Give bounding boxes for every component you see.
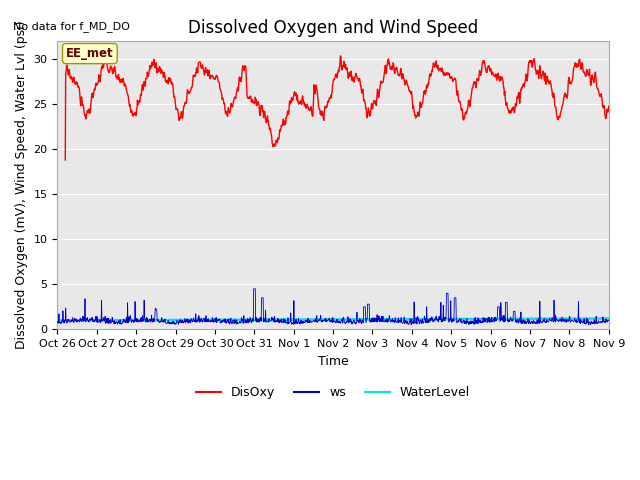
X-axis label: Time: Time	[317, 355, 349, 368]
Y-axis label: Dissolved Oxygen (mV), Wind Speed, Water Lvl (psi): Dissolved Oxygen (mV), Wind Speed, Water…	[15, 21, 28, 349]
Legend: DisOxy, ws, WaterLevel: DisOxy, ws, WaterLevel	[191, 381, 475, 404]
Text: No data for f_MD_DO: No data for f_MD_DO	[13, 21, 130, 32]
Text: EE_met: EE_met	[66, 47, 114, 60]
Title: Dissolved Oxygen and Wind Speed: Dissolved Oxygen and Wind Speed	[188, 19, 478, 36]
